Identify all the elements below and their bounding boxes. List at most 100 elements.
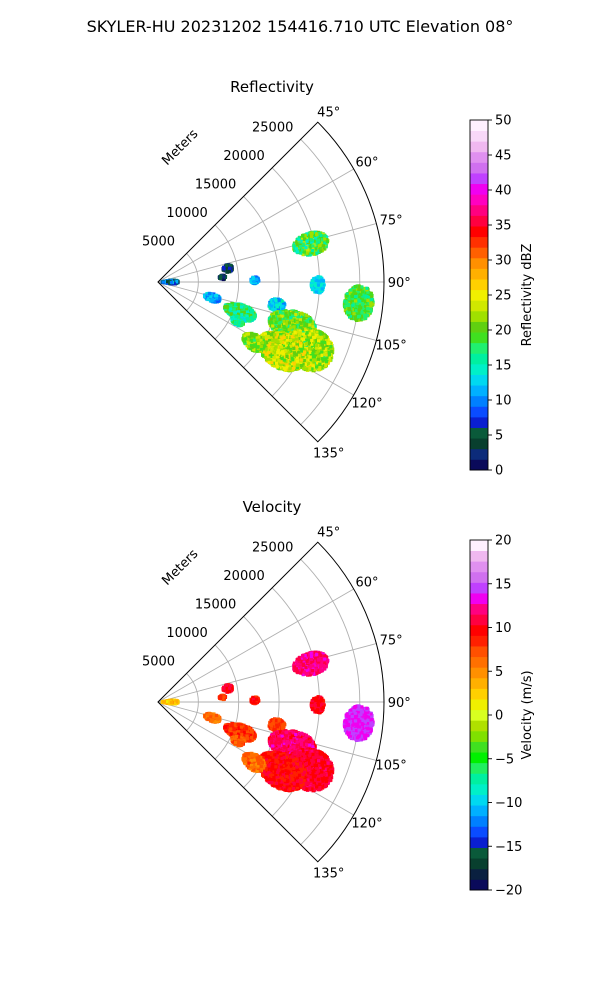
- echo-cell: [295, 250, 299, 254]
- echo-cell: [252, 278, 256, 282]
- echo-cell: [301, 242, 305, 246]
- echo-cell: [345, 301, 349, 305]
- echo-cell: [366, 290, 370, 294]
- echo-cell: [239, 305, 243, 309]
- echo-cell: [274, 299, 279, 303]
- echo-cell: [343, 309, 347, 313]
- echo-cell: [309, 234, 314, 238]
- echo-cell: [300, 248, 305, 252]
- echo-cell: [307, 323, 312, 327]
- echo-cell: [295, 240, 299, 244]
- echo-cell: [275, 311, 279, 315]
- echo-cell: [272, 307, 276, 311]
- echo-cell: [302, 316, 306, 320]
- echo-cell: [359, 287, 363, 291]
- echo-cell: [284, 314, 288, 318]
- echo-cell: [313, 288, 317, 292]
- echo-cell: [287, 321, 292, 325]
- echo-cell: [295, 242, 299, 246]
- echo-cell: [303, 239, 307, 243]
- echo-cell: [363, 300, 367, 304]
- echo-cell: [299, 251, 303, 255]
- echo-cell: [229, 304, 233, 308]
- reflectivity-panel: Reflectivity45°60°75°90°105°120°135°5000…: [142, 78, 535, 479]
- echo-cell: [313, 284, 317, 288]
- echo-cell: [208, 292, 212, 296]
- echo-cell: [289, 316, 293, 320]
- echo-cell: [365, 294, 369, 299]
- echo-cell: [209, 295, 213, 299]
- echo-cell: [303, 233, 307, 238]
- echo-cell: [270, 304, 274, 308]
- echo-cell: [363, 313, 367, 317]
- echo-cell: [319, 241, 323, 245]
- echo-cell: [228, 263, 233, 268]
- echo-cell: [308, 245, 313, 249]
- echo-cell: [305, 239, 309, 243]
- echo-cell: [357, 308, 361, 312]
- echo-cell: [314, 242, 318, 246]
- echo-cell: [359, 318, 363, 322]
- echo-cell: [312, 277, 316, 281]
- echo-cell: [274, 320, 278, 324]
- echo-cell: [321, 240, 325, 244]
- echo-cell: [219, 274, 223, 278]
- echo-cell: [311, 287, 315, 291]
- echo-cell: [282, 304, 286, 308]
- echo-cell: [281, 302, 286, 306]
- echo-cell: [302, 237, 306, 241]
- echo-cell: [298, 245, 302, 249]
- azimuth-gridline: [157, 168, 354, 283]
- azimuth-gridline: [157, 223, 377, 283]
- echo-cell: [369, 304, 373, 308]
- echo-cell: [250, 315, 254, 320]
- echo-cell: [161, 280, 166, 284]
- echo-cell: [305, 232, 309, 236]
- echo-cell: [306, 235, 310, 239]
- echo-cell: [347, 307, 351, 311]
- echo-cell: [325, 239, 329, 244]
- echo-cell: [310, 248, 315, 253]
- echo-cell: [253, 314, 257, 319]
- echo-cell: [297, 238, 301, 242]
- echo-cell: [316, 238, 320, 242]
- echo-cell: [349, 316, 354, 320]
- echo-cell: [304, 246, 308, 250]
- echo-cell: [360, 310, 364, 314]
- echo-cell: [314, 276, 318, 280]
- echo-cell: [357, 287, 361, 291]
- echo-cell: [310, 279, 315, 283]
- echo-cell: [318, 244, 322, 248]
- echo-cell: [294, 312, 298, 317]
- echo-cell: [307, 251, 311, 255]
- echo-cell: [233, 311, 237, 315]
- echo-cell: [362, 309, 366, 313]
- echo-cell: [361, 317, 365, 321]
- echo-cell: [306, 248, 310, 252]
- echo-cell: [250, 309, 254, 313]
- echo-cell: [299, 312, 303, 316]
- echo-cell: [299, 321, 303, 325]
- echo-cell: [370, 297, 374, 302]
- echo-cell: [356, 311, 360, 315]
- echo-cell: [317, 279, 321, 283]
- echo-cell: [229, 266, 233, 270]
- echo-cell: [294, 247, 299, 251]
- echo-cell: [169, 280, 174, 285]
- echo-cell: [349, 289, 353, 293]
- echo-cell: [320, 278, 324, 282]
- echo-cell: [361, 306, 365, 310]
- echo-cell: [345, 292, 349, 296]
- echo-cell: [302, 250, 306, 254]
- echo-cell: [354, 309, 359, 313]
- echo-cell: [302, 246, 306, 251]
- echo-cell: [321, 244, 325, 248]
- echo-cell: [320, 287, 324, 291]
- echo-cell: [225, 267, 229, 271]
- echo-cell: [215, 293, 219, 297]
- echo-cell: [278, 317, 282, 321]
- echo-cell: [301, 236, 305, 240]
- echo-cell: [277, 303, 281, 307]
- echo-cell: [301, 234, 305, 238]
- echo-cell: [355, 318, 359, 322]
